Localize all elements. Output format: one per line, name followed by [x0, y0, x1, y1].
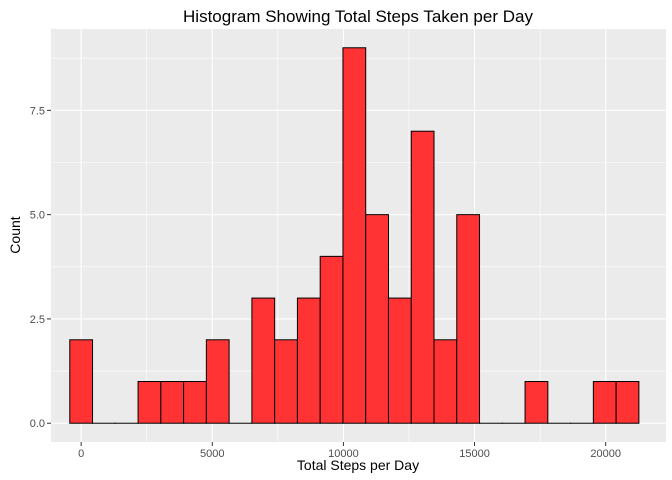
- x-tick-label: 0: [78, 448, 84, 460]
- x-axis-ticks: 0 5000 10000 15000 20000: [78, 442, 621, 460]
- y-tick-label: 2.5: [30, 314, 45, 326]
- y-axis-ticks: 0.0 2.5 5.0 7.5: [30, 105, 51, 430]
- y-axis-label: Count: [7, 216, 23, 253]
- histogram-bar: [296, 297, 321, 424]
- histogram-bar: [137, 381, 162, 424]
- histogram-bar: [183, 381, 207, 424]
- x-tick-label: 15000: [459, 448, 490, 460]
- histogram-bar: [387, 297, 412, 424]
- y-tick-label: 0.0: [30, 418, 45, 430]
- x-tick-label: 10000: [328, 448, 359, 460]
- histogram-bar: [456, 214, 481, 424]
- histogram-bar: [592, 381, 617, 424]
- x-tick-label: 5000: [200, 448, 224, 460]
- chart-title: Histogram Showing Total Steps Taken per …: [183, 7, 533, 26]
- histogram-bar: [433, 339, 458, 424]
- histogram-bar: [274, 339, 298, 424]
- y-tick-label: 7.5: [30, 105, 45, 117]
- histogram-bar: [410, 130, 435, 424]
- histogram-bar: [342, 47, 367, 424]
- histogram-bar: [615, 381, 640, 424]
- histogram-bar: [160, 381, 185, 424]
- x-tick-label: 20000: [590, 448, 621, 460]
- histogram-bar: [251, 297, 276, 424]
- histogram-bars: [69, 47, 640, 424]
- histogram-bar: [524, 381, 549, 424]
- y-tick-label: 5.0: [30, 210, 45, 222]
- x-axis-label: Total Steps per Day: [297, 457, 419, 473]
- histogram-bar: [319, 255, 344, 424]
- histogram-bar: [365, 214, 389, 424]
- histogram-bar: [69, 339, 94, 424]
- histogram-bar: [205, 339, 230, 424]
